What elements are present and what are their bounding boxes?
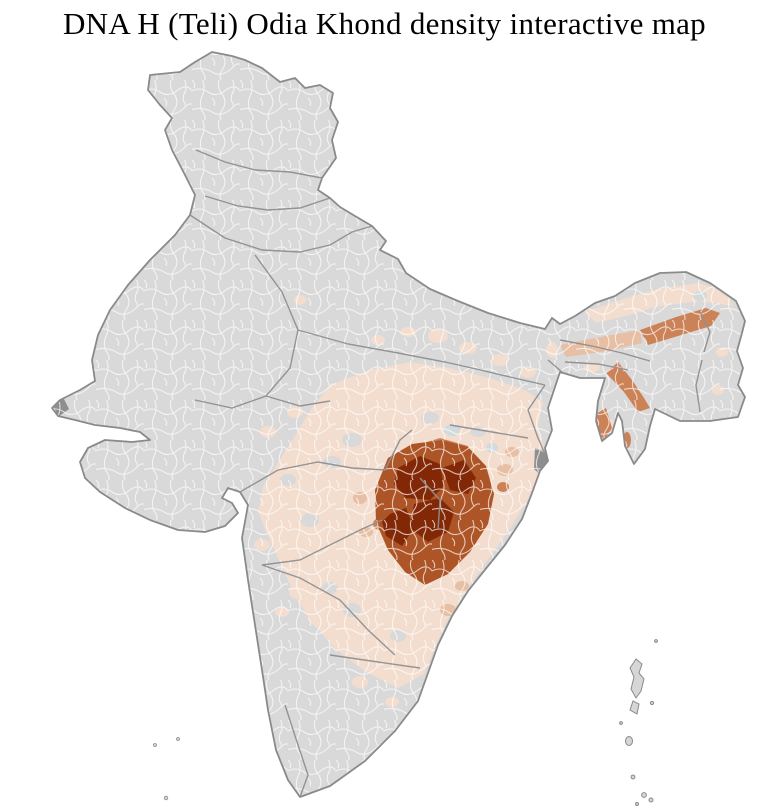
national-coast-outline [51, 51, 746, 798]
map-title: DNA H (Teli) Odia Khond density interact… [63, 6, 706, 41]
lakshadweep-islands[interactable] [153, 737, 180, 801]
andaman-nicobar-islands[interactable] [619, 639, 658, 806]
state-boundaries [189, 149, 711, 797]
